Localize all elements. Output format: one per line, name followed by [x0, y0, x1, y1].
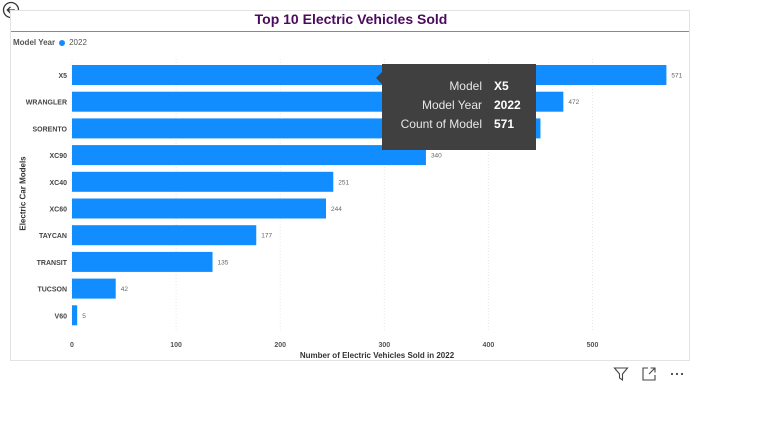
bar[interactable]	[72, 305, 78, 326]
data-label: 42	[121, 286, 129, 293]
category-label: XC90	[49, 153, 67, 160]
legend-swatch	[59, 39, 66, 46]
x-tick-label: 0	[70, 342, 74, 349]
legend-item-2022[interactable]: 2022	[69, 38, 87, 47]
data-label: 177	[261, 233, 272, 240]
tooltip-row: Model X5	[382, 77, 524, 96]
visual-toolbar	[612, 366, 686, 382]
data-label: 571	[671, 73, 682, 80]
bar[interactable]	[72, 251, 213, 272]
data-label: 251	[338, 179, 349, 186]
x-tick-label: 400	[483, 342, 495, 349]
bar[interactable]	[72, 171, 334, 192]
bar[interactable]	[72, 65, 667, 85]
category-label: WRANGLER	[26, 100, 67, 107]
category-label: TRANSIT	[37, 260, 68, 267]
data-label: 340	[431, 153, 442, 160]
x-tick-label: 300	[378, 342, 390, 349]
tooltip: Model X5 Model Year 2022 Count of Model …	[376, 64, 536, 150]
tooltip-key: Model Year	[421, 98, 482, 112]
data-label: 244	[331, 206, 342, 213]
data-label: 5	[82, 313, 86, 320]
legend: Model Year 2022	[13, 38, 87, 47]
filter-button[interactable]	[612, 366, 630, 382]
category-label: XC40	[49, 180, 67, 187]
tooltip-row: Model Year 2022	[382, 96, 524, 115]
category-label: TAYCAN	[39, 233, 67, 240]
bar[interactable]	[72, 278, 116, 299]
title-divider	[11, 31, 689, 32]
focus-mode-button[interactable]	[640, 366, 658, 382]
tooltip-value: 571	[494, 117, 515, 131]
focus-mode-icon	[642, 367, 656, 381]
tooltip-key: Count of Model	[400, 117, 482, 131]
category-label: TUCSON	[37, 287, 67, 294]
x-tick-label: 200	[274, 342, 286, 349]
category-label: SORENTO	[33, 126, 68, 133]
chart-title: Top 10 Electric Vehicles Sold	[254, 11, 448, 27]
category-label: V60	[55, 313, 68, 320]
bar[interactable]	[72, 198, 327, 219]
tooltip-value: 2022	[494, 98, 521, 112]
x-axis-title: Number of Electric Vehicles Sold in 2022	[300, 351, 455, 360]
data-label: 135	[218, 259, 229, 266]
more-options-icon	[670, 372, 684, 376]
tooltip-key: Model	[449, 79, 482, 93]
category-label: XC60	[49, 207, 67, 214]
bar[interactable]	[72, 225, 257, 246]
tooltip-value: X5	[494, 79, 509, 93]
chart-visual[interactable]: Top 10 Electric Vehicles Sold Model Year…	[10, 10, 690, 361]
filter-icon	[613, 367, 629, 382]
bar[interactable]	[72, 145, 426, 166]
category-label: X5	[58, 73, 67, 80]
data-label: 472	[568, 99, 579, 106]
x-tick-label: 100	[170, 342, 182, 349]
more-options-button[interactable]	[668, 366, 686, 382]
legend-title: Model Year	[13, 38, 56, 47]
tooltip-row: Count of Model 571	[382, 115, 524, 134]
x-tick-label: 500	[587, 342, 599, 349]
bar-chart: X5 571 WRANGLER 472 SORENTO XC90 340 XC40 251 XC6…	[26, 59, 683, 360]
tooltip-pointer	[376, 72, 382, 84]
